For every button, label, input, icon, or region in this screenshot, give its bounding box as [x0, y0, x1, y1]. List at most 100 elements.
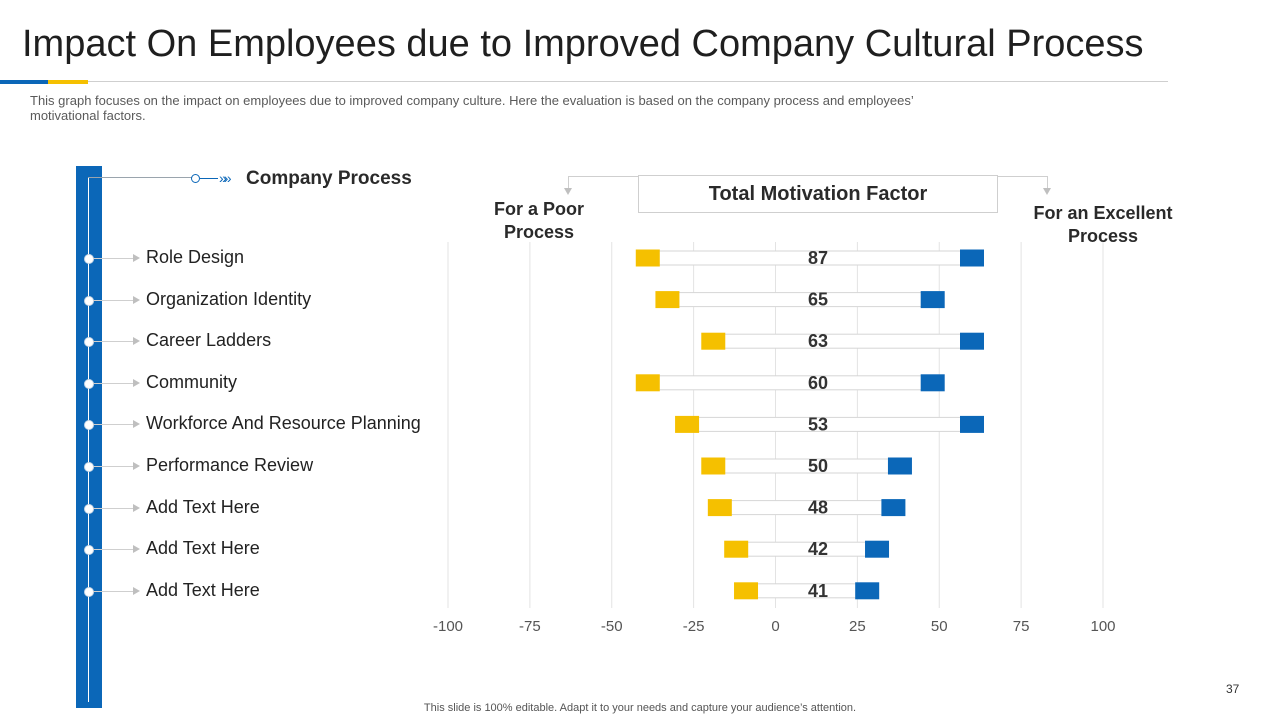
total-value-label: 87 [808, 248, 828, 268]
x-tick-label: 100 [1090, 618, 1115, 635]
arrow-right-icon [133, 337, 140, 346]
total-value-label: 53 [808, 414, 828, 434]
poor-process-bar [675, 415, 700, 433]
total-value-label: 42 [808, 539, 828, 559]
list-bullet [84, 462, 94, 472]
list-bullet [84, 337, 94, 348]
category-label: Add Text Here [146, 538, 260, 559]
left-accent-line [88, 177, 89, 702]
list-connector [93, 590, 137, 592]
range-track [666, 292, 934, 308]
poor-process-bar [724, 540, 749, 558]
poor-process-bar [655, 291, 680, 309]
excellent-process-bar [960, 415, 984, 433]
total-value-label: 65 [808, 290, 828, 310]
category-label: Community [146, 371, 238, 392]
poor-process-bar [707, 499, 732, 517]
list-connector [93, 466, 137, 467]
total-value-label: 63 [808, 331, 828, 351]
arrow-down-icon [564, 188, 572, 195]
list-bullet [84, 545, 94, 556]
list-bullet [84, 586, 94, 597]
range-track [735, 541, 878, 557]
x-tick-label: 0 [771, 618, 779, 635]
range-track [745, 583, 868, 599]
title-rule-blue [0, 80, 48, 84]
title-rule-yellow [48, 80, 88, 84]
list-connector [93, 258, 137, 259]
list-bullet [84, 420, 94, 431]
arrow-right-icon [133, 545, 140, 554]
range-track [712, 333, 973, 349]
poor-process-header: For a Poor Process [493, 199, 584, 242]
excellent-process-header: For an Excellent Process [1033, 203, 1173, 246]
arrow-right-icon [133, 378, 140, 387]
x-tick-label: -100 [433, 618, 463, 635]
list-connector [93, 424, 137, 426]
chevrons-right-icon: »» [219, 170, 231, 186]
excellent-process-bar [887, 457, 912, 475]
page-number: 37 [1226, 682, 1240, 696]
list-connector [93, 507, 137, 509]
category-label: Career Ladders [146, 330, 272, 351]
x-tick-label: -75 [519, 618, 541, 635]
arrow-right-icon [133, 503, 140, 512]
poor-process-bar [635, 374, 660, 392]
x-tick-label: 25 [849, 618, 866, 635]
x-tick-label: 50 [931, 618, 948, 635]
list-bullet [84, 295, 94, 306]
list-connector [93, 341, 137, 343]
bracket-right-stem [1047, 176, 1048, 188]
poor-process-bar [734, 582, 759, 600]
category-label: Add Text Here [146, 579, 260, 600]
poor-process-bar [635, 249, 660, 267]
range-track [686, 416, 973, 432]
company-process-connector [88, 177, 192, 178]
excellent-process-bar [881, 499, 906, 517]
title-rule-grey [88, 81, 1168, 82]
list-connector [93, 382, 137, 384]
arrow-right-icon [133, 295, 140, 304]
range-track [647, 375, 934, 391]
excellent-process-bar [865, 540, 890, 558]
category-label: Role Design [146, 247, 245, 267]
arrow-right-icon [133, 254, 140, 262]
poor-process-bar [701, 332, 726, 350]
category-label: Workforce And Resource Planning [146, 413, 421, 434]
arrow-right-icon [133, 420, 140, 429]
bracket-right [996, 176, 1048, 177]
x-tick-label: 75 [1013, 618, 1030, 635]
excellent-process-bar [920, 291, 945, 309]
category-label: Performance Review [146, 455, 314, 475]
arrow-right-icon [133, 462, 140, 470]
bracket-left [568, 176, 638, 177]
excellent-process-bar [960, 249, 984, 267]
total-value-label: 41 [808, 581, 828, 601]
company-process-line [200, 178, 218, 179]
excellent-process-bar [920, 374, 945, 392]
total-value-label: 60 [808, 373, 828, 393]
range-track [712, 458, 901, 474]
category-label: Organization Identity [146, 288, 312, 309]
list-bullet [84, 378, 94, 389]
slide-subtitle: This graph focuses on the impact on empl… [30, 93, 914, 123]
total-motivation-header: Total Motivation Factor [638, 175, 998, 213]
bracket-left-stem [568, 176, 569, 188]
company-process-node [191, 174, 200, 183]
excellent-process-bar [960, 332, 984, 350]
list-connector [93, 299, 137, 301]
arrow-right-icon [133, 586, 140, 595]
poor-process-bar [701, 457, 726, 475]
list-connector [93, 549, 137, 551]
x-tick-label: -25 [683, 618, 705, 635]
company-process-label: Company Process [246, 168, 412, 189]
slide-footer: This slide is 100% editable. Adapt it to… [423, 702, 857, 714]
list-bullet [84, 254, 94, 264]
slide-title: Impact On Employees due to Improved Comp… [22, 23, 1144, 65]
range-track [719, 500, 894, 516]
category-label: Add Text Here [146, 496, 260, 517]
arrow-down-icon [1043, 188, 1051, 195]
x-tick-label: -50 [601, 618, 623, 635]
list-bullet [84, 503, 94, 514]
